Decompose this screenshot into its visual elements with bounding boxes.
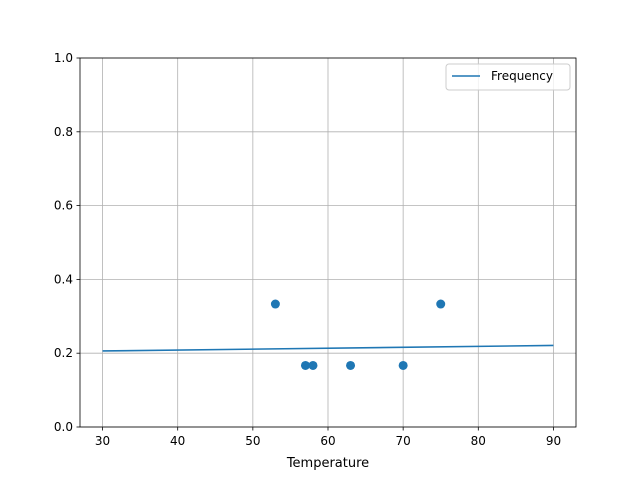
y-tick-label: 0.4	[54, 272, 73, 286]
y-tick-label: 1.0	[54, 51, 73, 65]
y-tick-label: 0.2	[54, 346, 73, 360]
y-tick-label: 0.6	[54, 199, 73, 213]
legend-label: Frequency	[491, 69, 553, 83]
x-tick-label: 40	[170, 434, 185, 448]
x-tick-label: 70	[396, 434, 411, 448]
x-tick-label: 30	[95, 434, 110, 448]
scatter-point	[300, 360, 310, 370]
x-axis-label: Temperature	[286, 456, 369, 471]
scatter-point	[308, 360, 318, 370]
y-tick-label: 0.8	[54, 125, 73, 139]
scatter-point	[436, 299, 446, 309]
scatter-point	[398, 360, 408, 370]
x-tick-label: 80	[471, 434, 486, 448]
x-tick-label: 60	[320, 434, 335, 448]
legend-box	[445, 63, 571, 91]
scatter-point	[346, 360, 356, 370]
plot-frame	[79, 57, 577, 428]
x-tick-label: 90	[546, 434, 561, 448]
scatter-point	[270, 299, 280, 309]
series-line-frequency	[102, 344, 554, 352]
y-tick-label: 0.0	[54, 420, 73, 434]
x-tick-label: 50	[245, 434, 260, 448]
